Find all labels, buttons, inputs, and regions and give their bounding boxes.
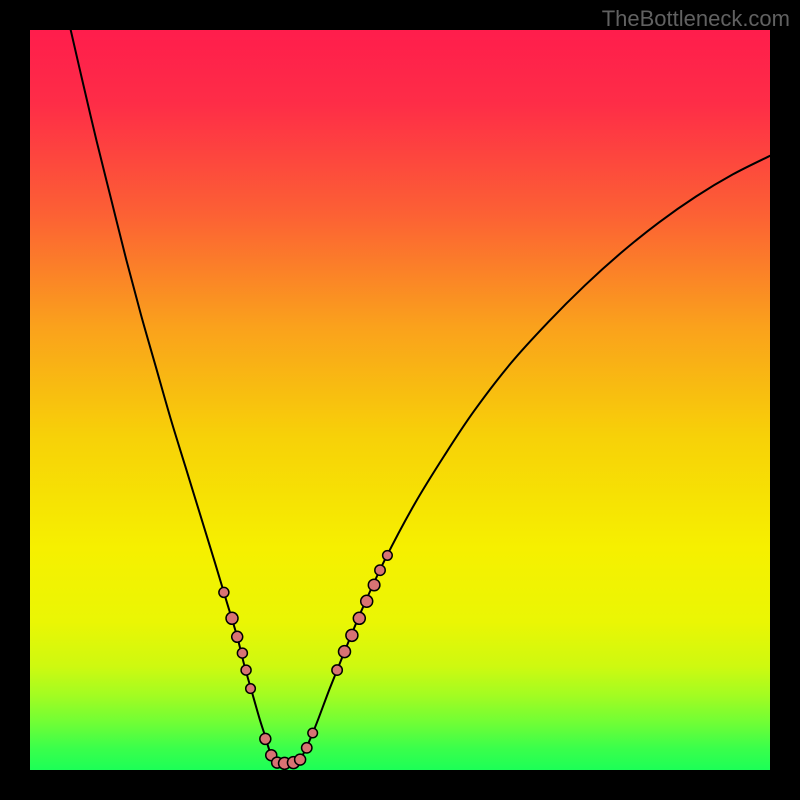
data-marker: [302, 743, 312, 753]
data-marker: [260, 733, 271, 744]
curve-layer: [30, 30, 770, 770]
data-marker: [295, 754, 306, 765]
data-marker: [232, 631, 243, 642]
data-marker: [346, 629, 358, 641]
data-marker: [383, 551, 393, 561]
watermark-text: TheBottleneck.com: [602, 6, 790, 32]
plot-panel: [30, 30, 770, 770]
data-marker: [375, 565, 385, 575]
data-marker: [226, 612, 238, 624]
data-marker: [237, 648, 247, 658]
data-marker: [246, 684, 256, 694]
data-marker: [241, 665, 251, 675]
bottleneck-curve: [71, 30, 770, 764]
data-marker: [219, 587, 229, 597]
data-marker: [353, 612, 365, 624]
data-marker: [308, 728, 318, 738]
data-marker: [361, 595, 373, 607]
data-marker: [368, 579, 380, 591]
data-marker: [339, 646, 351, 658]
data-marker: [332, 665, 342, 675]
chart-stage: TheBottleneck.com: [0, 0, 800, 800]
